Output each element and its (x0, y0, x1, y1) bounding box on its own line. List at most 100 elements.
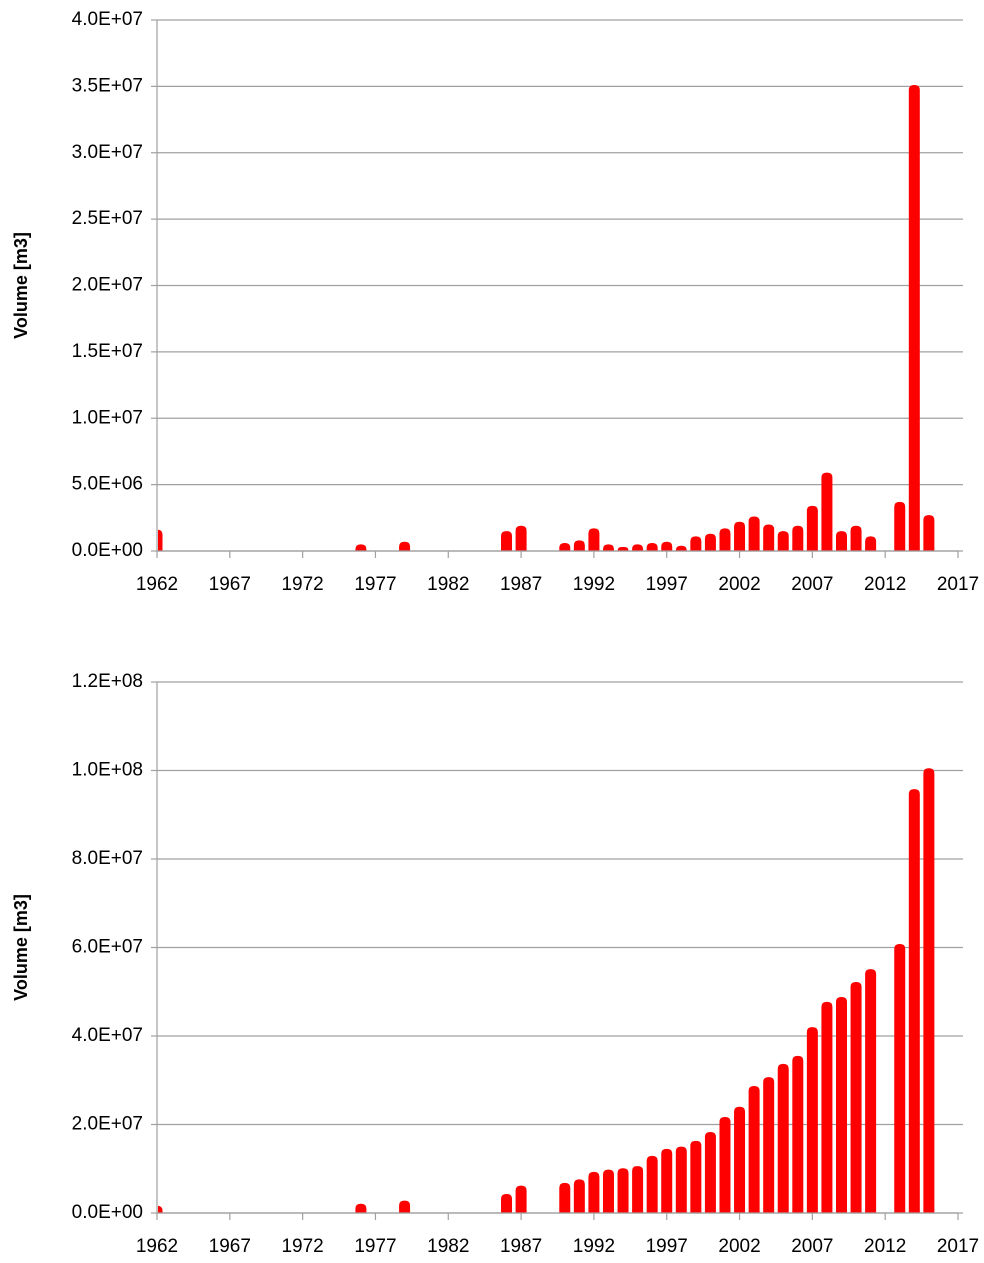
bar (602, 544, 614, 551)
x-tick-label: 1972 (281, 1236, 323, 1257)
bar (646, 1155, 658, 1213)
x-tick-label: 1982 (427, 574, 469, 595)
bar (850, 982, 862, 1213)
bar (515, 1185, 527, 1213)
bar (501, 1193, 513, 1213)
bar (719, 1116, 731, 1213)
chart: 0.0E+00 2.0E+07 4.0E+07 6.0E+07 8.0E+07 1.0E+… (11, 671, 979, 1257)
x-tick-label: 1972 (281, 574, 323, 595)
bar (734, 1106, 746, 1213)
bar (923, 768, 935, 1213)
y-tick-label: 0.0E+00 (72, 540, 143, 561)
x-tick-label: 2007 (791, 1236, 833, 1257)
x-tick-label: 1962 (136, 1236, 178, 1257)
bar (675, 1146, 687, 1213)
bar (734, 521, 746, 551)
bar (617, 1168, 629, 1213)
bar (646, 543, 658, 551)
x-tick-label: 1982 (427, 1236, 469, 1257)
bar (632, 1166, 644, 1213)
bar (792, 525, 804, 551)
x-tick-label: 2007 (791, 574, 833, 595)
bar (661, 1148, 673, 1213)
y-tick-label: 3.5E+07 (72, 75, 143, 96)
bar (748, 516, 760, 551)
y-tick-label: 4.0E+07 (72, 1025, 143, 1046)
bar (777, 531, 789, 551)
x-tick-label: 2002 (718, 574, 760, 595)
y-tick-label: 1.5E+07 (72, 341, 143, 362)
y-tick-label: 8.0E+07 (72, 848, 143, 869)
bar (515, 525, 527, 551)
bar (588, 1171, 600, 1213)
y-tick-label: 1.0E+07 (72, 407, 143, 428)
bar (399, 1200, 411, 1213)
bar (908, 789, 920, 1213)
bar (602, 1169, 614, 1213)
chart: 0.0E+00 5.0E+06 1.0E+07 1.5E+07 2.0E+07 2.5E+… (11, 9, 979, 595)
bar (158, 529, 163, 551)
bar (559, 1182, 571, 1213)
x-tick-label: 1992 (573, 574, 615, 595)
x-tick-label: 1967 (209, 1236, 251, 1257)
bar (158, 1205, 163, 1213)
x-tick-label: 1997 (646, 574, 688, 595)
y-tick-label: 1.0E+08 (72, 760, 143, 781)
bar (894, 501, 906, 551)
x-tick-label: 2002 (718, 1236, 760, 1257)
bar (923, 515, 935, 551)
bar (821, 472, 833, 551)
bar (748, 1086, 760, 1213)
bar (632, 544, 644, 551)
bars (158, 85, 935, 551)
x-tick-label: 1997 (646, 1236, 688, 1257)
bar (821, 1001, 833, 1213)
x-tick-label: 1977 (354, 574, 396, 595)
bar (865, 536, 877, 551)
bar (777, 1063, 789, 1213)
bar (573, 1179, 585, 1213)
y-tick-label: 1.2E+08 (72, 671, 143, 692)
bar (792, 1055, 804, 1213)
bar (894, 943, 906, 1213)
bar (850, 525, 862, 551)
x-tick-label: 2017 (937, 574, 979, 595)
bar (355, 1203, 367, 1213)
bar (835, 997, 847, 1213)
y-axis-label: Volume [m3] (11, 894, 31, 1001)
y-axis-label: Volume [m3] (11, 232, 31, 339)
y-tick-label: 2.0E+07 (72, 1114, 143, 1135)
bar (501, 531, 513, 551)
bar (806, 1027, 818, 1213)
bar (355, 544, 367, 551)
bar (719, 528, 731, 551)
bar (865, 969, 877, 1213)
bar (573, 540, 585, 551)
bar (704, 533, 716, 551)
y-tick-label: 4.0E+07 (72, 9, 143, 30)
bar (806, 505, 818, 551)
y-tick-label: 3.0E+07 (72, 142, 143, 163)
bar (675, 545, 687, 551)
x-tick-label: 2012 (864, 1236, 906, 1257)
bar (559, 543, 571, 551)
bar (690, 1140, 702, 1213)
x-tick-label: 1967 (209, 574, 251, 595)
x-tick-label: 1977 (354, 1236, 396, 1257)
y-tick-label: 2.0E+07 (72, 275, 143, 296)
x-tick-label: 2017 (937, 1236, 979, 1257)
bars (158, 768, 935, 1213)
x-tick-label: 1962 (136, 574, 178, 595)
bar (763, 524, 775, 551)
bar (617, 547, 629, 551)
x-tick-label: 1992 (573, 1236, 615, 1257)
bar (908, 85, 920, 551)
x-tick-label: 1987 (500, 1236, 542, 1257)
bar (763, 1077, 775, 1213)
bar (399, 541, 411, 551)
bar (690, 536, 702, 551)
x-tick-label: 1987 (500, 574, 542, 595)
bar (588, 528, 600, 551)
y-tick-label: 6.0E+07 (72, 937, 143, 958)
